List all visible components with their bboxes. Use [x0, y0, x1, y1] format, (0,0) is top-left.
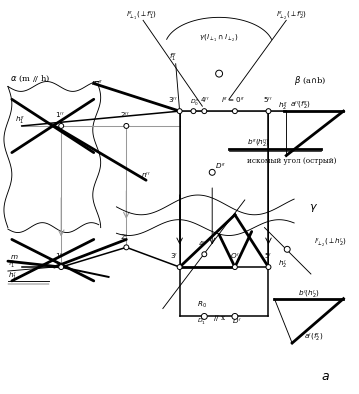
Circle shape	[216, 70, 223, 77]
Circle shape	[177, 265, 182, 269]
Text: $\gamma(l_{\perp_1}\cap l_{\perp_2})$: $\gamma(l_{\perp_1}\cap l_{\perp_2})$	[199, 33, 239, 44]
Text: $n''$: $n''$	[141, 171, 151, 180]
Text: $1'$: $1'$	[55, 251, 63, 261]
Text: $f_1'$: $f_1'$	[8, 259, 15, 271]
Text: $i''=0''$: $i''=0''$	[221, 95, 245, 106]
Text: $R_0$: $R_0$	[197, 299, 207, 310]
Text: $h_1''$: $h_1''$	[15, 115, 25, 127]
Text: $l_{\perp_1}''(\perp f_1'')$: $l_{\perp_1}''(\perp f_1'')$	[126, 9, 157, 22]
Circle shape	[202, 252, 207, 257]
Text: $b'(h_2')$: $b'(h_2')$	[298, 289, 320, 301]
Circle shape	[232, 265, 237, 269]
Text: $f_1''$: $f_1''$	[169, 52, 177, 64]
Circle shape	[232, 109, 237, 113]
Text: $D_1'$: $D_1'$	[197, 316, 206, 327]
Text: $a$: $a$	[321, 370, 330, 383]
Text: $D'$: $D'$	[232, 316, 242, 325]
Circle shape	[232, 314, 238, 320]
Text: $l_{\perp_2}''(\perp f_2'')$: $l_{\perp_2}''(\perp f_2'')$	[276, 9, 307, 22]
Text: $//$ x: $//$ x	[213, 313, 226, 323]
Text: $\gamma$: $\gamma$	[309, 202, 318, 214]
Text: $O'$: $O'$	[230, 251, 240, 261]
Text: $3''$: $3''$	[168, 95, 178, 106]
Text: $a''(f_2'')$: $a''(f_2'')$	[290, 100, 311, 112]
Text: $b''(h_2'')$: $b''(h_2'')$	[247, 138, 270, 150]
Circle shape	[266, 265, 271, 269]
Text: $\beta$ (a$\cap$b): $\beta$ (a$\cap$b)	[294, 74, 327, 87]
Text: $5'$: $5'$	[265, 251, 272, 261]
Text: $m$: $m$	[10, 253, 18, 261]
Text: $4''$: $4''$	[200, 95, 209, 106]
Text: $a'(f_2')$: $a'(f_2')$	[304, 332, 323, 344]
Circle shape	[124, 245, 129, 250]
Text: $2'$: $2'$	[120, 232, 129, 242]
Text: $4'$: $4'$	[198, 238, 206, 249]
Circle shape	[59, 265, 64, 269]
Circle shape	[209, 169, 215, 175]
Circle shape	[266, 109, 271, 113]
Text: $D''$: $D''$	[215, 161, 226, 171]
Circle shape	[59, 123, 64, 128]
Text: $1''$: $1''$	[55, 110, 64, 120]
Text: искомый угол (острый): искомый угол (острый)	[247, 158, 336, 165]
Text: $2''$: $2''$	[120, 110, 129, 120]
Text: $h_2''$: $h_2''$	[278, 101, 288, 113]
Text: $h_2'$: $h_2'$	[278, 259, 288, 271]
Circle shape	[284, 246, 290, 252]
Text: $D_0''$: $D_0''$	[190, 97, 199, 108]
Circle shape	[191, 109, 196, 113]
Text: $h_1'$: $h_1'$	[8, 271, 17, 283]
Circle shape	[201, 314, 207, 320]
Text: $m''$: $m''$	[91, 78, 103, 88]
Circle shape	[202, 109, 207, 113]
Text: $3'$: $3'$	[170, 251, 178, 261]
Text: $l_{\perp_2}'(\perp h_2')$: $l_{\perp_2}'(\perp h_2')$	[314, 236, 347, 249]
Circle shape	[124, 123, 129, 128]
Text: $\alpha$ (m // h): $\alpha$ (m // h)	[10, 74, 50, 84]
Circle shape	[177, 109, 182, 113]
Text: $5''$: $5''$	[263, 95, 272, 106]
